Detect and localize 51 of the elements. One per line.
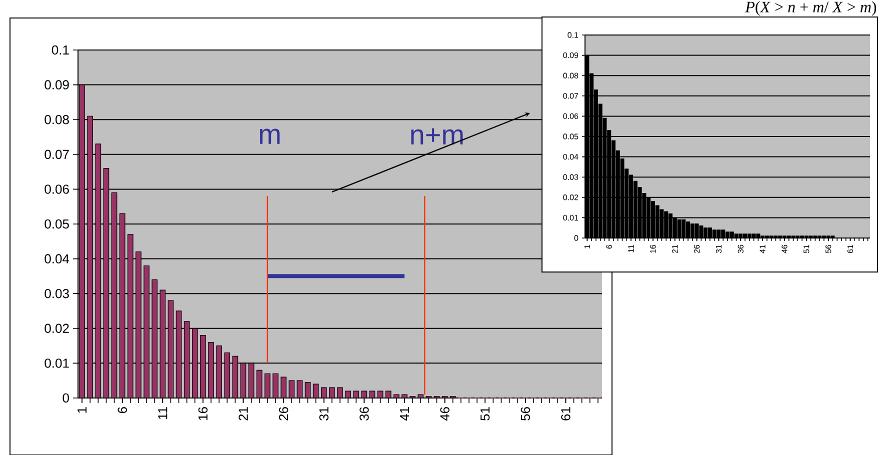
y-tick-label: 0.09 — [44, 80, 69, 90]
x-tick-label: 46 — [440, 407, 450, 421]
y-tick-label: 0.02 — [44, 324, 69, 333]
x-tick-label: 16 — [650, 244, 656, 253]
x-tick-label: 16 — [198, 407, 208, 420]
y-tick-label: 0.05 — [44, 219, 69, 229]
x-tick-label: 61 — [847, 244, 854, 254]
x-tick-label: 46 — [782, 244, 788, 254]
y-tick-label: 0.04 — [563, 154, 578, 160]
annotation: n+m — [411, 128, 463, 144]
x-tick-label: 61 — [561, 407, 570, 420]
chart-title: P(X > n + m/ X > m) — [745, 1, 876, 16]
x-tick-label: 26 — [694, 244, 700, 254]
y-tick-label: 0.06 — [44, 184, 69, 194]
x-tick-label: 36 — [360, 407, 369, 420]
x-tick-label: 31 — [319, 407, 328, 420]
x-tick-label: 26 — [278, 407, 288, 420]
x-tick-label: 56 — [520, 407, 530, 420]
y-tick-label: 0.1 — [52, 45, 69, 55]
y-tick-label: 0.03 — [563, 174, 578, 180]
x-tick-label: 1 — [78, 407, 87, 413]
annotation: m — [260, 128, 280, 144]
x-tick-label: 41 — [760, 244, 766, 254]
y-tick-label: 0 — [62, 393, 69, 403]
x-tick-label: 11 — [158, 407, 168, 420]
y-tick-label: 0.04 — [44, 254, 70, 264]
y-tick-label: 0.02 — [563, 194, 578, 200]
x-tick-label: 1 — [584, 244, 590, 248]
y-tick-label: 0.01 — [563, 214, 578, 221]
y-tick-label: 0.01 — [44, 358, 69, 368]
x-tick-label: 6 — [606, 244, 612, 249]
y-tick-label: 0.07 — [563, 93, 578, 99]
x-tick-label: 21 — [238, 407, 248, 420]
x-tick-label: 51 — [804, 244, 810, 254]
x-tick-label: 11 — [628, 244, 634, 252]
x-tick-label: 21 — [672, 244, 678, 254]
x-tick-label: 6 — [118, 407, 127, 414]
x-tick-label: 36 — [738, 244, 744, 254]
x-tick-label: 51 — [480, 407, 490, 420]
y-tick-label: 0.06 — [563, 113, 578, 120]
x-tick-label: 41 — [400, 407, 409, 421]
y-tick-label: 0.1 — [568, 32, 578, 38]
x-tick-label: 56 — [826, 244, 832, 254]
y-tick-label: 0.05 — [563, 134, 578, 140]
y-tick-label: 0 — [574, 235, 578, 241]
y-tick-label: 0.08 — [44, 114, 69, 124]
y-tick-label: 0.07 — [44, 150, 69, 159]
y-tick-label: 0.03 — [44, 288, 69, 298]
x-tick-label: 31 — [716, 244, 722, 254]
y-tick-label: 0.08 — [563, 72, 578, 78]
y-tick-label: 0.09 — [563, 52, 578, 58]
